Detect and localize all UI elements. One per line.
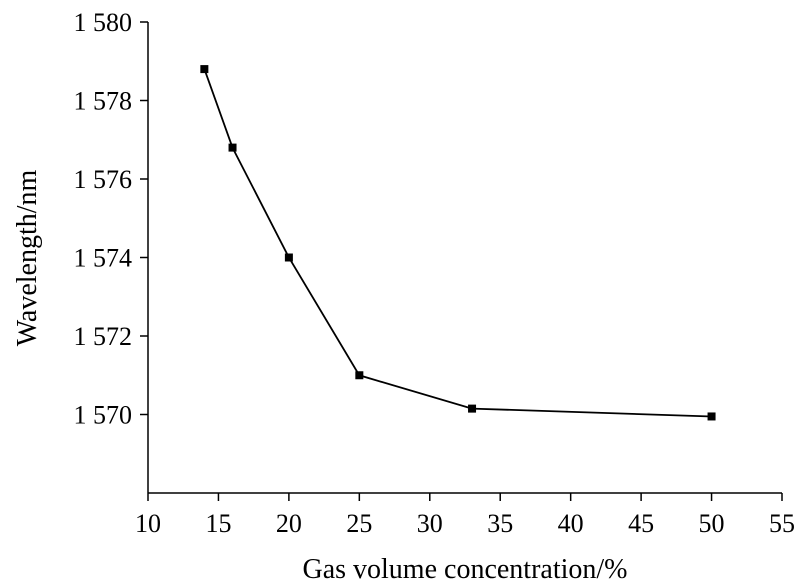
series-layer	[200, 65, 716, 421]
data-point	[200, 65, 209, 74]
y-axis-ticks: 1 570 1 572 1 574 1 576 1 578 1 580	[74, 8, 148, 430]
data-point	[707, 412, 716, 421]
x-axis-title: Gas volume concentration/%	[302, 554, 627, 585]
data-point	[228, 143, 237, 152]
y-tick-label: 1 574	[74, 244, 133, 273]
x-tick-label: 20	[276, 509, 302, 538]
x-tick-label: 10	[135, 509, 161, 538]
y-tick-label: 1 572	[74, 322, 133, 351]
y-tick-label: 1 570	[74, 401, 133, 430]
x-tick-label: 15	[205, 509, 231, 538]
series-line	[203, 68, 712, 418]
y-tick-label: 1 580	[74, 8, 133, 37]
x-tick-label: 35	[487, 509, 513, 538]
x-tick-label: 25	[346, 509, 372, 538]
y-axis-title: Wavelength/nm	[12, 169, 43, 346]
x-tick-label: 40	[558, 509, 584, 538]
x-axis-ticks: 10 15 20 25 30 35 40 45 50 55	[135, 493, 795, 538]
data-point	[284, 253, 293, 262]
x-tick-label: 45	[628, 509, 654, 538]
x-tick-label: 50	[699, 509, 725, 538]
data-point	[355, 371, 364, 380]
y-tick-label: 1 578	[74, 87, 133, 116]
x-tick-label: 30	[417, 509, 443, 538]
x-tick-label: 55	[769, 509, 795, 538]
y-tick-label: 1 576	[74, 165, 133, 194]
chart-axes	[147, 22, 782, 494]
data-point	[468, 404, 477, 413]
